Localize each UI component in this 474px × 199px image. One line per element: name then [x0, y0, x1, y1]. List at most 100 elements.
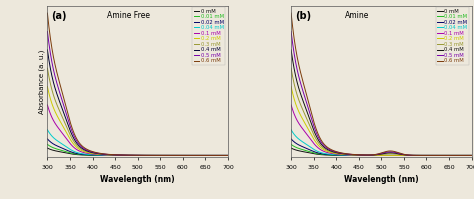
Line: 0.02 mM: 0.02 mM	[291, 139, 472, 155]
0.1 mM	[395, 154, 401, 157]
0.1 mM	[469, 154, 474, 157]
0.4 mM	[409, 154, 414, 157]
0.5 mM	[151, 154, 156, 157]
0.3 mM	[126, 154, 132, 156]
0.5 mM	[395, 152, 401, 154]
0.02 mM	[320, 153, 326, 155]
0.1 mM	[409, 154, 414, 157]
0.6 mM	[409, 154, 414, 156]
0.3 mM	[395, 153, 401, 155]
0.5 mM	[370, 154, 375, 156]
0.4 mM	[45, 49, 50, 51]
0.4 mM	[320, 145, 326, 147]
0.5 mM	[126, 154, 132, 156]
0.2 mM	[151, 154, 156, 157]
0.04 mM	[45, 129, 50, 131]
Line: 0.3 mM: 0.3 mM	[291, 68, 472, 155]
0.02 mM	[225, 154, 231, 157]
0.04 mM	[424, 154, 430, 157]
0 mM	[320, 154, 326, 156]
0.04 mM	[181, 154, 186, 157]
0.04 mM	[395, 154, 401, 157]
0.2 mM	[45, 85, 50, 88]
0.1 mM	[151, 154, 156, 157]
Legend: 0 mM, 0.01 mM, 0.02 mM, 0.04 mM, 0.1 mM, 0.2 mM, 0.3 mM, 0.4 mM, 0.5 mM, 0.6 mM: 0 mM, 0.01 mM, 0.02 mM, 0.04 mM, 0.1 mM,…	[436, 7, 469, 65]
0.5 mM	[45, 30, 50, 33]
Line: 0.5 mM: 0.5 mM	[47, 31, 228, 155]
0.2 mM	[370, 154, 375, 157]
0.6 mM	[424, 154, 430, 157]
0.3 mM	[469, 154, 474, 157]
0.3 mM	[424, 154, 430, 157]
0.01 mM	[151, 154, 156, 157]
0.4 mM	[225, 154, 231, 157]
Text: Amine Free: Amine Free	[107, 11, 150, 20]
0.2 mM	[469, 154, 474, 157]
0.04 mM	[335, 154, 340, 156]
Line: 0.2 mM: 0.2 mM	[291, 87, 472, 155]
0.02 mM	[409, 154, 414, 157]
Line: 0 mM: 0 mM	[47, 148, 228, 155]
0 mM	[409, 154, 414, 157]
0.6 mM	[395, 151, 401, 154]
0.2 mM	[395, 154, 401, 157]
0.4 mM	[91, 152, 97, 154]
0.02 mM	[151, 154, 156, 157]
0.5 mM	[225, 154, 231, 157]
Line: 0.4 mM: 0.4 mM	[291, 50, 472, 155]
0.6 mM	[225, 154, 231, 157]
0.01 mM	[288, 143, 294, 146]
0.04 mM	[151, 154, 156, 157]
Line: 0.1 mM: 0.1 mM	[291, 105, 472, 155]
0.1 mM	[320, 150, 326, 152]
0.6 mM	[335, 151, 340, 153]
0.3 mM	[165, 154, 171, 157]
0.04 mM	[320, 152, 326, 154]
Line: 0.2 mM: 0.2 mM	[47, 87, 228, 155]
Line: 0.1 mM: 0.1 mM	[47, 105, 228, 155]
0.3 mM	[91, 152, 97, 154]
0.5 mM	[165, 154, 171, 157]
Line: 0.01 mM: 0.01 mM	[291, 144, 472, 155]
0.1 mM	[165, 154, 171, 157]
0.6 mM	[370, 154, 375, 156]
0.4 mM	[395, 152, 401, 155]
0.02 mM	[288, 138, 294, 140]
0.04 mM	[288, 129, 294, 131]
0.4 mM	[335, 152, 340, 154]
0.3 mM	[335, 152, 340, 154]
0 mM	[335, 154, 340, 156]
0 mM	[45, 147, 50, 149]
0.02 mM	[126, 154, 132, 157]
0.6 mM	[320, 142, 326, 144]
0.4 mM	[165, 154, 171, 157]
0.6 mM	[469, 154, 474, 157]
0.01 mM	[320, 153, 326, 156]
Line: 0 mM: 0 mM	[291, 148, 472, 155]
0.2 mM	[91, 153, 97, 155]
Text: Amine: Amine	[345, 11, 370, 20]
Y-axis label: Absorbance (a. u.): Absorbance (a. u.)	[38, 49, 45, 114]
0.2 mM	[225, 154, 231, 157]
0.6 mM	[165, 154, 171, 157]
Line: 0.04 mM: 0.04 mM	[291, 130, 472, 155]
0.4 mM	[126, 154, 132, 156]
0.6 mM	[126, 154, 132, 156]
0.1 mM	[45, 104, 50, 106]
0.04 mM	[126, 154, 132, 157]
0.3 mM	[288, 67, 294, 69]
X-axis label: Wavelength (nm): Wavelength (nm)	[344, 175, 419, 184]
0.6 mM	[288, 12, 294, 14]
Line: 0.3 mM: 0.3 mM	[47, 68, 228, 155]
0.4 mM	[181, 154, 186, 157]
0.2 mM	[409, 154, 414, 157]
0.3 mM	[370, 154, 375, 156]
Line: 0.6 mM: 0.6 mM	[47, 13, 228, 155]
0.6 mM	[91, 151, 97, 153]
0.1 mM	[424, 154, 430, 157]
0.1 mM	[370, 154, 375, 157]
0.04 mM	[76, 152, 82, 154]
0.2 mM	[126, 154, 132, 157]
0.04 mM	[225, 154, 231, 157]
0.5 mM	[320, 143, 326, 146]
